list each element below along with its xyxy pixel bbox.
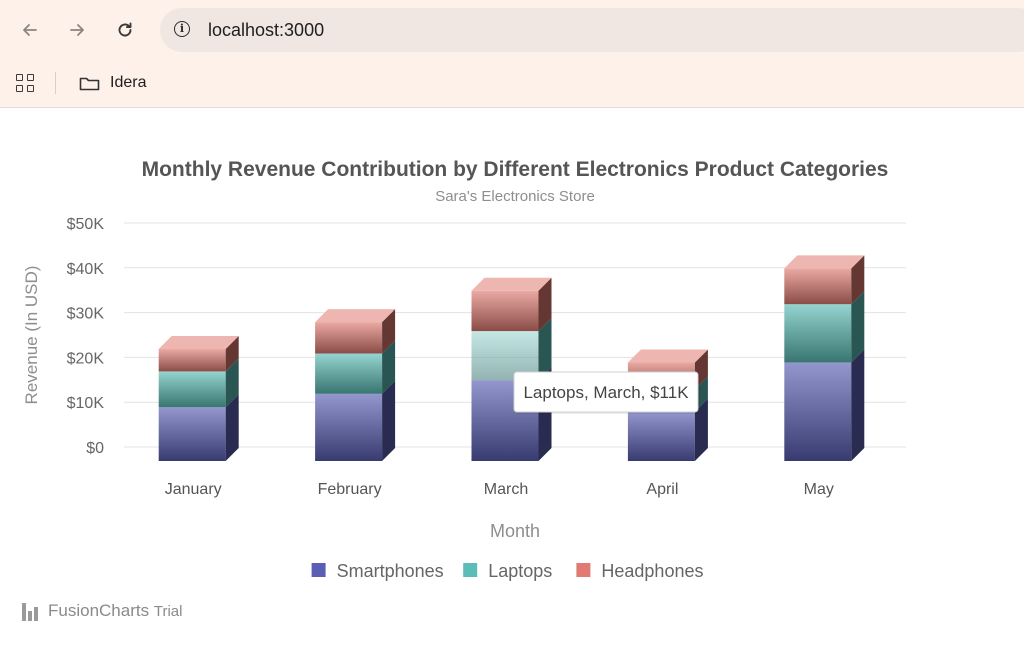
bar-smartphones-january[interactable] <box>158 394 239 461</box>
y-tick-label: $20K <box>67 350 105 367</box>
bookmark-divider <box>55 72 56 94</box>
bar-smartphones-february[interactable] <box>315 380 396 461</box>
bar-laptops-march[interactable] <box>471 318 552 381</box>
apps-grid-icon[interactable] <box>16 74 36 94</box>
chart-subtitle: Sara's Electronics Store <box>435 188 595 205</box>
bar-laptops-february[interactable] <box>315 340 396 394</box>
bar-headphones-february[interactable] <box>315 309 396 354</box>
y-axis-label: Revenue (In USD) <box>22 266 41 405</box>
y-tick-label: $10K <box>67 395 105 412</box>
x-tick-label: May <box>804 481 834 498</box>
reload-icon[interactable] <box>109 14 141 46</box>
x-tick-label: March <box>484 481 528 498</box>
footer-suffix: Trial <box>153 603 183 620</box>
legend-label: Laptops <box>488 561 552 581</box>
footer-brand: FusionCharts <box>48 601 150 620</box>
legend-label: Smartphones <box>337 561 444 581</box>
bar-laptops-january[interactable] <box>158 358 239 408</box>
y-axis-ticks: $0 $10K $20K $30K $40K $50K <box>67 216 105 457</box>
x-tick-label: April <box>646 481 678 498</box>
legend-item-smartphones[interactable]: Smartphones <box>311 561 444 581</box>
address-bar[interactable]: i localhost:3000 <box>160 8 1024 52</box>
fusioncharts-logo-icon <box>22 601 38 621</box>
url-text: localhost:3000 <box>208 20 325 40</box>
chart-title: Monthly Revenue Contribution by Differen… <box>142 158 889 181</box>
back-arrow-icon[interactable] <box>14 14 46 46</box>
browser-toolbar: i localhost:3000 Idera <box>0 0 1024 108</box>
bar-smartphones-april[interactable] <box>627 398 708 461</box>
bar-smartphones-may[interactable] <box>784 349 865 461</box>
bar-headphones-january[interactable] <box>158 336 239 372</box>
info-icon[interactable]: i <box>174 21 190 37</box>
legend-item-laptops[interactable]: Laptops <box>463 561 552 581</box>
x-tick-label: January <box>165 481 222 498</box>
x-axis-ticks: January February March April May <box>165 481 834 498</box>
y-tick-label: $30K <box>67 306 105 323</box>
tooltip: Laptops, March, $11K <box>513 371 700 414</box>
bar-headphones-may[interactable] <box>784 255 865 305</box>
bars <box>158 255 865 461</box>
fusioncharts-trial-watermark[interactable]: FusionCharts Trial <box>22 601 182 621</box>
x-axis-label: Month <box>490 521 540 541</box>
bar-laptops-may[interactable] <box>784 291 865 363</box>
x-tick-label: February <box>318 481 382 498</box>
forward-arrow-icon[interactable] <box>61 14 93 46</box>
bookmark-idera[interactable]: Idera <box>110 74 147 91</box>
tooltip-text: Laptops, March, $11K <box>523 383 689 402</box>
legend-item-headphones[interactable]: Headphones <box>576 561 703 581</box>
legend-label: Headphones <box>601 561 703 581</box>
y-tick-label: $50K <box>67 216 105 233</box>
legend: Smartphones Laptops Headphones <box>311 561 703 581</box>
y-tick-label: $0 <box>86 440 104 457</box>
folder-icon <box>79 75 100 92</box>
bar-headphones-march[interactable] <box>471 277 552 332</box>
y-tick-label: $40K <box>67 261 105 278</box>
